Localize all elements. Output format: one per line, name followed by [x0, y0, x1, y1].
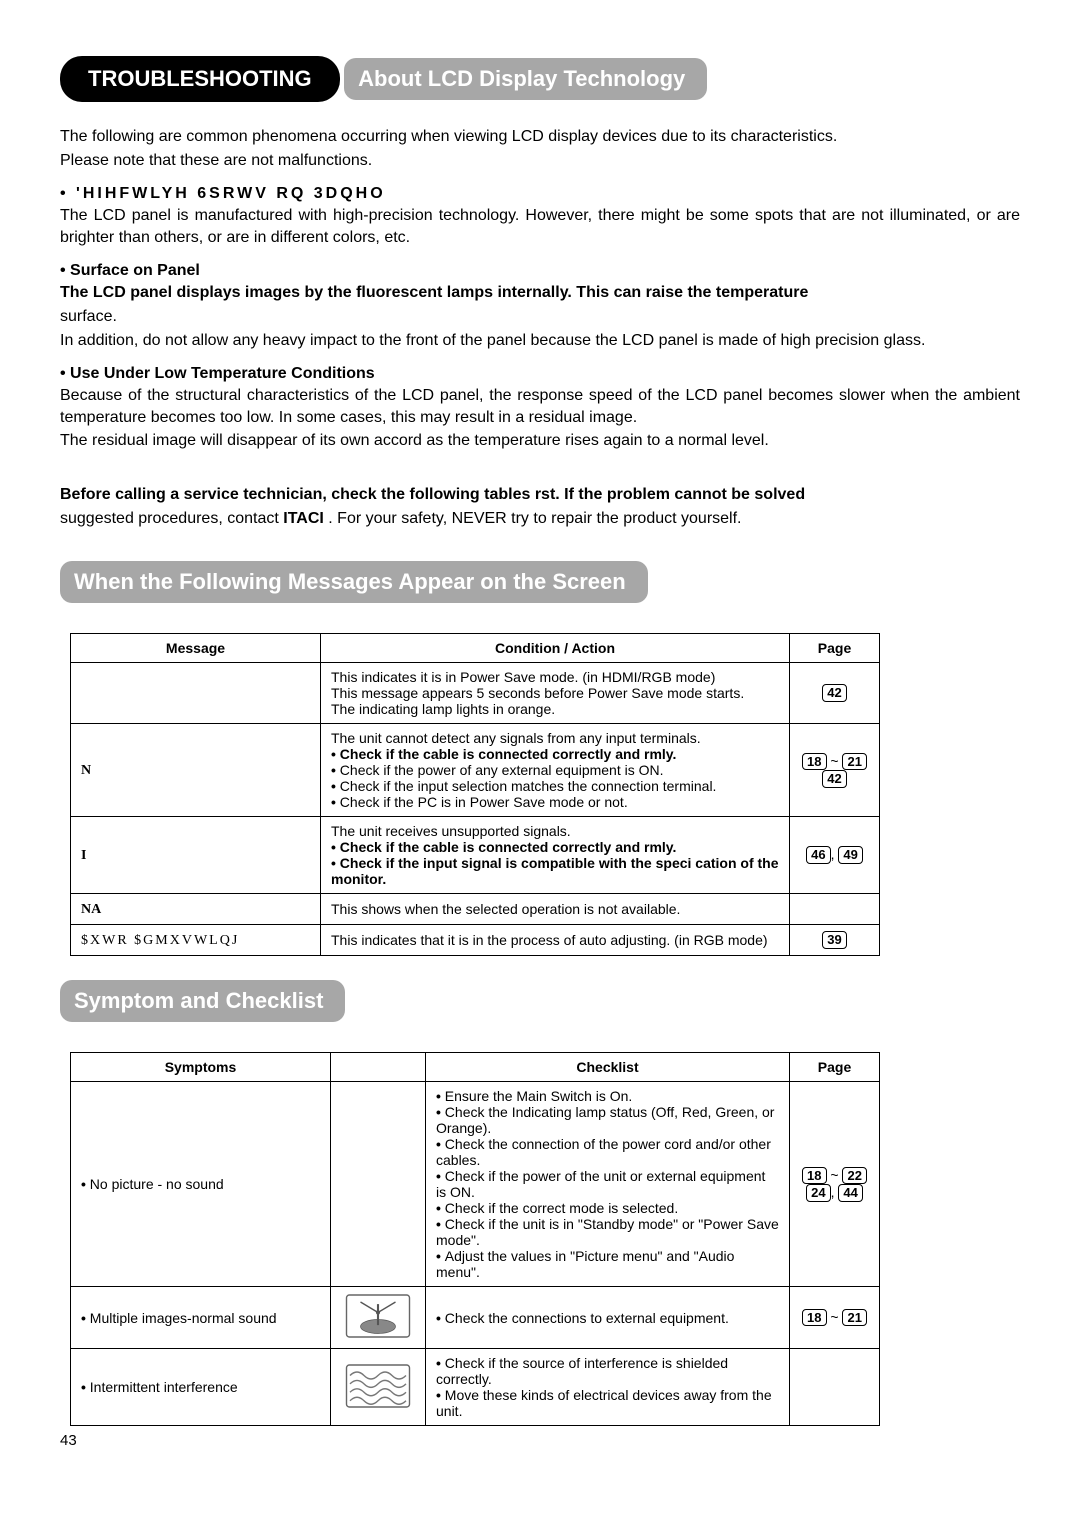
th-symptoms: Symptoms — [71, 1053, 331, 1082]
troubleshooting-title: TROUBLESHOOTING — [60, 56, 340, 102]
sub2-heading: • Surface on Panel — [60, 262, 1020, 280]
intro-line2: Please note that these are not malfuncti… — [60, 150, 1020, 172]
th-checklist: Checklist — [426, 1053, 790, 1082]
sub3-body1: Because of the structural characteristic… — [60, 385, 1020, 428]
table-row: I The unit receives unsupported signals.… — [71, 817, 880, 894]
preface-line2: suggested procedures, contact ITACI . Fo… — [60, 508, 1020, 530]
symptom-table: Symptoms Checklist Page No picture - no … — [70, 1052, 880, 1426]
table-row: $XWR $GMXVWLQJ This indicates that it is… — [71, 925, 880, 956]
sub1-heading: • 'HIHFWLYH 6SRWV RQ 3DQHO — [60, 185, 1020, 203]
th-icon — [331, 1053, 426, 1082]
sub2-body2: surface. — [60, 306, 1020, 328]
section-about-lcd: About LCD Display Technology — [344, 58, 707, 100]
sub2-body3: In addition, do not allow any heavy impa… — [60, 330, 1020, 352]
table-row: Intermittent interference • Check if the… — [71, 1349, 880, 1426]
sub3-body2: The residual image will disappear of its… — [60, 430, 1020, 452]
th-page2: Page — [790, 1053, 880, 1082]
table-row: Multiple images-normal sound • Check the… — [71, 1287, 880, 1349]
sub3-heading: • Use Under Low Temperature Conditions — [60, 365, 1020, 383]
section-symptom: Symptom and Checklist — [60, 980, 345, 1022]
table-row: No picture - no sound • Ensure the Main … — [71, 1082, 880, 1287]
table-row: N The unit cannot detect any signals fro… — [71, 724, 880, 817]
table-row: NA This shows when the selected operatio… — [71, 894, 880, 925]
th-page: Page — [790, 634, 880, 663]
preface-bold: Before calling a service technician, che… — [60, 484, 1020, 506]
messages-table: Message Condition / Action Page This ind… — [70, 633, 880, 956]
interference-icon — [331, 1349, 426, 1426]
sub1-body: The LCD panel is manufactured with high-… — [60, 205, 1020, 248]
th-message: Message — [71, 634, 321, 663]
table-row: This indicates it is in Power Save mode.… — [71, 663, 880, 724]
sub2-body-bold: The LCD panel displays images by the flu… — [60, 282, 1020, 304]
page-number: 43 — [60, 1432, 1080, 1449]
antenna-icon — [331, 1287, 426, 1349]
section-messages: When the Following Messages Appear on th… — [60, 561, 648, 603]
intro-line1: The following are common phenomena occur… — [60, 126, 1020, 148]
th-condition: Condition / Action — [321, 634, 790, 663]
